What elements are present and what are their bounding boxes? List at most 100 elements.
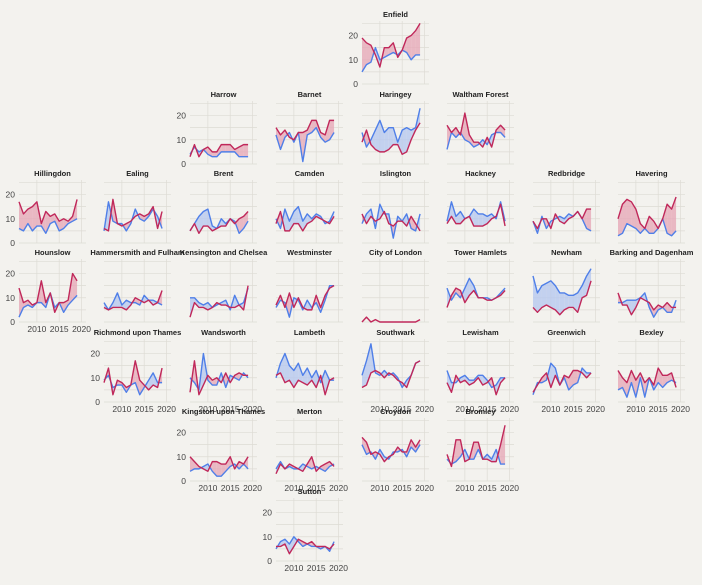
series-line-red: [532, 280, 592, 316]
series-line-red: [361, 122, 421, 156]
panel-camden: Camden: [275, 169, 343, 244]
series-line-blue: [189, 146, 249, 158]
fill-red-above: [388, 42, 394, 55]
panel-title: Newham: [551, 248, 582, 257]
panel-title: City of London: [369, 248, 422, 257]
x-tick-label: 2020: [243, 483, 262, 493]
fill-blue-above: [464, 375, 470, 386]
fill-blue-above: [550, 280, 556, 310]
fill-blue-above: [541, 283, 547, 308]
fill-blue-above: [384, 127, 389, 152]
panel-title: Bexley: [639, 328, 664, 337]
y-tick-label: 0: [95, 397, 100, 407]
series-line-red: [275, 456, 335, 475]
panel-title: Greenwich: [547, 328, 586, 337]
fill-red-above: [618, 204, 623, 236]
fill-blue-above: [289, 211, 294, 231]
fill-red-above: [667, 204, 672, 236]
fill-red-above: [139, 213, 145, 222]
fill-red-above: [190, 456, 195, 472]
fill-blue-above: [447, 288, 451, 308]
fill-blue-above: [316, 370, 320, 388]
y-tick-label: 0: [10, 238, 15, 248]
panel-title: Hillingdon: [34, 169, 71, 178]
fill-red-above: [500, 125, 506, 138]
x-tick-label: 2015: [221, 404, 240, 414]
panel-title: Camden: [295, 169, 325, 178]
fill-red-above: [285, 292, 290, 318]
fill-blue-above: [447, 370, 452, 393]
series-line-blue: [275, 352, 335, 384]
y-tick-label: 0: [181, 476, 186, 486]
series-line-blue: [532, 268, 592, 297]
series-line-blue: [275, 284, 335, 318]
fill-blue-above: [194, 297, 199, 308]
panel-title: Tower Hamlets: [454, 248, 507, 257]
fill-red-above: [212, 461, 217, 477]
series-line-blue: [446, 448, 506, 465]
fill-red-above: [662, 302, 668, 313]
series-line-red: [189, 285, 249, 318]
fill-blue-above: [573, 292, 578, 313]
panel-haringey: Haringey: [361, 90, 429, 165]
series-line-blue: [103, 372, 163, 396]
x-tick-label: 2015: [478, 404, 497, 414]
series-line-red: [18, 272, 78, 314]
fill-red-above: [573, 370, 578, 386]
panel-southwark: Southwark 2010 2015 2020: [361, 328, 434, 414]
x-tick-label: 2020: [500, 483, 519, 493]
panel-grid: [276, 259, 343, 323]
x-tick-label: 2010: [370, 404, 389, 414]
fill-blue-above: [460, 375, 465, 383]
panel-title: Harrow: [211, 90, 237, 99]
series-line-blue: [361, 46, 421, 73]
x-tick-label: 2015: [649, 404, 668, 414]
y-tick-label: 20: [6, 190, 16, 200]
x-tick-label: 2020: [415, 404, 434, 414]
y-tick-label: 0: [10, 317, 15, 327]
panel-merton: Merton 2010 2015 2020: [275, 407, 348, 493]
fill-blue-above: [559, 216, 565, 224]
panel-grid: [19, 259, 86, 323]
fill-blue-above: [289, 536, 294, 554]
y-tick-label: 10: [6, 293, 16, 303]
series-line-blue: [618, 292, 677, 318]
fill-red-above: [662, 375, 668, 388]
series-line-red: [446, 203, 506, 227]
fill-blue-above: [547, 363, 551, 388]
panel-title: Kingston upon Thames: [182, 407, 265, 416]
panel-redbridge: Redbridge: [532, 169, 600, 244]
panel-sutton: Sutton 0 10 20 2010 2015 2020: [263, 487, 349, 573]
y-tick-label: 0: [181, 159, 186, 169]
panel-title: Enfield: [383, 10, 408, 19]
panel-greenwich: Greenwich 2010 2015 2020: [532, 328, 605, 414]
x-tick-label: 2010: [112, 404, 131, 414]
panel-city-of-london: City of London: [361, 248, 429, 323]
panel-brent: Brent: [189, 169, 257, 244]
fill-blue-above: [302, 368, 308, 386]
panel-lewisham: Lewisham 2010 2015 2020: [446, 328, 519, 414]
series-line-red: [532, 208, 592, 230]
fill-blue-above: [559, 292, 565, 315]
fill-red-above: [216, 461, 222, 477]
series-line-red: [189, 211, 249, 235]
panel-kensington-and-chelsea: Kensington and Chelsea: [180, 248, 268, 323]
fill-red-above: [225, 144, 231, 152]
panel-title: Ealing: [126, 169, 149, 178]
x-tick-label: 2010: [198, 404, 217, 414]
fill-blue-above: [582, 368, 587, 378]
fill-red-above: [311, 120, 317, 133]
fill-red-above: [19, 201, 24, 231]
panel-title: Waltham Forest: [453, 90, 509, 99]
series-line-blue: [275, 205, 335, 230]
x-tick-label: 2010: [284, 483, 303, 493]
series-line-red: [446, 425, 506, 468]
panel-title: Bromley: [465, 407, 496, 416]
y-tick-label: 20: [349, 31, 359, 41]
fill-blue-above: [402, 127, 407, 155]
series-line-red: [103, 198, 163, 232]
series-line-blue: [361, 203, 421, 239]
series-line-blue: [617, 377, 677, 398]
fill-blue-above: [482, 213, 488, 227]
